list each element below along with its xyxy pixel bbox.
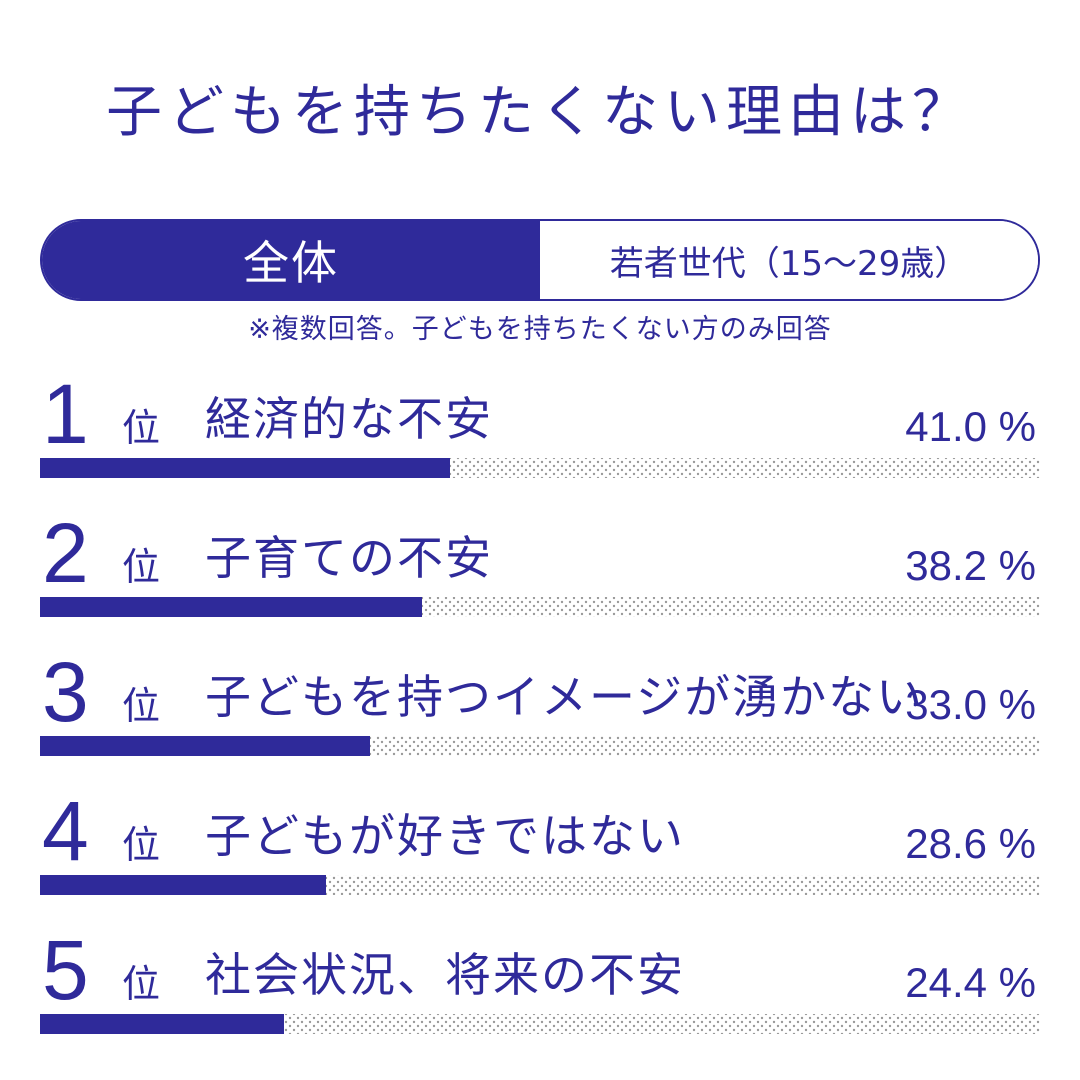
bar (40, 875, 326, 895)
rank-number: 1 (42, 367, 89, 461)
reason-label: 子育ての不安 (205, 531, 493, 585)
bar (40, 458, 450, 478)
reason-label: 子どもを持つイメージが湧かない (205, 670, 924, 724)
reason-label: 経済的な不安 (205, 392, 493, 446)
rank-number: 2 (42, 506, 89, 600)
bar (40, 597, 422, 617)
rank-row: 1 位 経済的な不安 41.0 % (40, 367, 1040, 478)
tab-young-generation[interactable]: 若者世代（15～29歳） (540, 221, 1038, 299)
bar-track (40, 1014, 1040, 1034)
percentage-label: 41.0 % (905, 403, 1036, 450)
rank-number: 5 (42, 923, 89, 1017)
reason-label: 子どもが好きではない (205, 809, 685, 863)
rank-number: 3 (42, 645, 89, 739)
rank-row: 4 位 子どもが好きではない 28.6 % (40, 784, 1040, 895)
percentage-label: 28.6 % (905, 820, 1036, 867)
rank-suffix: 位 (122, 684, 160, 728)
reason-label: 社会状況、将来の不安 (205, 948, 685, 1002)
rank-number: 4 (42, 784, 89, 878)
rank-row: 2 位 子育ての不安 38.2 % (40, 506, 1040, 617)
rank-suffix: 位 (122, 545, 160, 589)
percentage-label: 24.4 % (905, 959, 1036, 1006)
bar (40, 736, 370, 756)
footnote: ※複数回答。子どもを持ちたくない方のみ回答 (248, 314, 832, 345)
tab-all[interactable]: 全体 (42, 221, 540, 299)
rank-row: 5 位 社会状況、将来の不安 24.4 % (40, 923, 1040, 1034)
rank-suffix: 位 (122, 406, 160, 450)
percentage-label: 33.0 % (905, 681, 1036, 728)
rank-suffix: 位 (122, 962, 160, 1006)
percentage-label: 38.2 % (905, 542, 1036, 589)
bar (40, 1014, 284, 1034)
rank-suffix: 位 (122, 823, 160, 867)
segment-toggle: 全体 若者世代（15～29歳） (40, 219, 1040, 301)
chart-title: 子どもを持ちたくない理由は？ (106, 80, 974, 145)
